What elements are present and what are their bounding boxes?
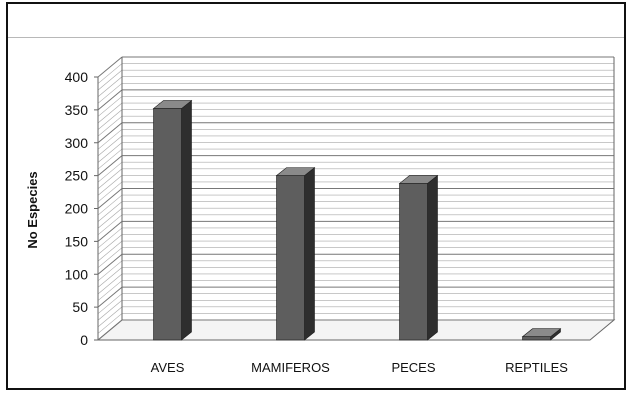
y-axis-label: No Especies xyxy=(25,171,40,248)
x-tick-label: AVES xyxy=(151,360,185,375)
y-tick-label: 200 xyxy=(65,201,89,217)
bar-peces xyxy=(398,174,439,341)
gridline-side xyxy=(97,63,123,84)
bar-front xyxy=(276,175,305,341)
gridline-side xyxy=(97,148,123,170)
gridline-side xyxy=(97,300,123,321)
gridline-side xyxy=(97,253,123,275)
bar-aves xyxy=(152,99,193,341)
bar-front xyxy=(153,108,182,341)
gridline-side xyxy=(97,267,123,288)
gridline-side xyxy=(97,319,123,341)
y-tick-label: 350 xyxy=(65,102,89,118)
gridline-side xyxy=(97,240,123,262)
gridline-side xyxy=(97,201,123,222)
y-tick-label: 100 xyxy=(65,266,89,282)
gridline-side xyxy=(97,135,123,157)
bar-mamiferos xyxy=(275,167,316,341)
gridline-side xyxy=(97,293,123,314)
gridline-side xyxy=(97,69,123,91)
gridline-side xyxy=(97,214,123,236)
gridline-side xyxy=(97,207,123,229)
gridline-side xyxy=(97,273,123,295)
gridline-side xyxy=(97,155,123,177)
gridline-side xyxy=(97,89,123,111)
gridline-side xyxy=(97,142,123,163)
gridline-side xyxy=(97,83,123,104)
gridline-side xyxy=(97,260,123,282)
gridline-side xyxy=(97,115,123,137)
bar-front xyxy=(522,336,551,341)
gridline-side xyxy=(97,96,123,117)
x-tick-label: REPTILES xyxy=(505,360,568,375)
y-tick-label: 250 xyxy=(65,168,89,184)
y-tick-label: 400 xyxy=(65,69,89,85)
gridline-side xyxy=(97,306,123,328)
gridline-side xyxy=(97,247,123,268)
gridline-side xyxy=(97,102,123,124)
gridline-side xyxy=(97,161,123,183)
y-tick-label: 300 xyxy=(65,135,89,151)
bar-side xyxy=(304,167,315,341)
gridline-side xyxy=(97,56,123,78)
bar-front xyxy=(399,183,428,341)
gridline-side xyxy=(97,220,123,242)
gridline-side xyxy=(97,286,123,308)
bar-side xyxy=(181,99,192,341)
y-tick-label: 0 xyxy=(80,332,88,348)
y-tick-label: 50 xyxy=(72,299,88,315)
gridline-side xyxy=(97,280,123,301)
gridline-side xyxy=(97,168,123,190)
gridline-side xyxy=(97,76,123,97)
x-tick-label: PECES xyxy=(391,360,435,375)
gridline-side xyxy=(97,227,123,249)
bar-reptiles xyxy=(521,328,562,341)
gridline-side xyxy=(97,129,123,150)
gridline-side xyxy=(97,175,123,196)
gridline-side xyxy=(97,234,123,255)
x-tick-label: MAMIFEROS xyxy=(251,360,330,375)
gridline-side xyxy=(97,188,123,209)
bar-side xyxy=(427,174,438,341)
y-tick-label: 150 xyxy=(65,233,89,249)
gridline-side xyxy=(97,109,123,130)
gridline-side xyxy=(97,181,123,203)
gridline-side xyxy=(97,122,123,144)
gridline-side xyxy=(97,194,123,216)
gridline-side xyxy=(97,313,123,334)
title-separator xyxy=(8,37,624,38)
